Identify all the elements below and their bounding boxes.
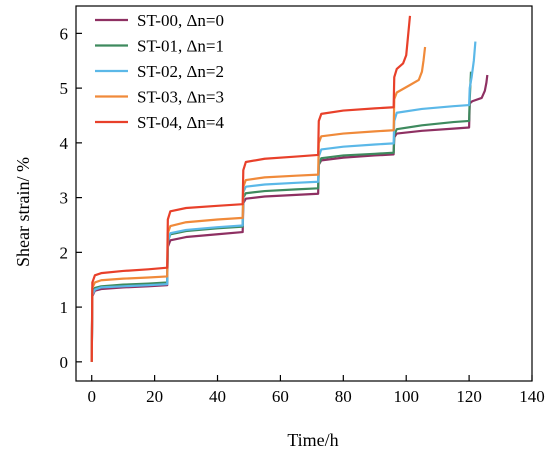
x-tick-label: 120 [456,387,482,406]
series-layer [90,15,489,362]
x-axis: 0 20 40 60 80 100 120 140 [87,375,545,406]
x-tick-label: 20 [146,387,163,406]
y-tick-label: 6 [60,24,69,43]
series-line-3 [90,46,427,362]
y-axis-title: Shear strain/ % [13,157,33,267]
x-tick-label: 140 [519,387,545,406]
y-tick-label: 3 [60,189,69,208]
plot-border [75,5,533,382]
y-tick-label: 0 [60,353,69,372]
x-tick-label: 0 [87,387,96,406]
legend-label-4: ST-04, Δn=4 [137,113,224,132]
series-line-1 [90,71,473,362]
x-tick-label: 60 [272,387,289,406]
x-tick-label: 80 [335,387,352,406]
series-line-4 [90,15,412,362]
x-tick-label: 100 [393,387,419,406]
y-tick-label: 1 [60,298,69,317]
x-axis-title: Time/h [287,430,338,450]
legend-label-2: ST-02, Δn=2 [137,62,224,81]
legend-label-3: ST-03, Δn=3 [137,88,224,107]
y-tick-label: 5 [60,79,69,98]
x-tick-label: 40 [209,387,226,406]
series-line-2 [90,41,477,362]
y-axis: 0 1 2 3 4 5 6 [60,24,82,372]
legend-label-1: ST-01, Δn=1 [137,37,224,56]
legend-label-0: ST-00, Δn=0 [137,11,224,30]
plot-area [75,5,533,382]
y-tick-label: 4 [60,134,69,153]
legend: ST-00, Δn=0 ST-01, Δn=1 ST-02, Δn=2 ST-03, … [95,11,224,132]
y-tick-label: 2 [60,243,69,262]
